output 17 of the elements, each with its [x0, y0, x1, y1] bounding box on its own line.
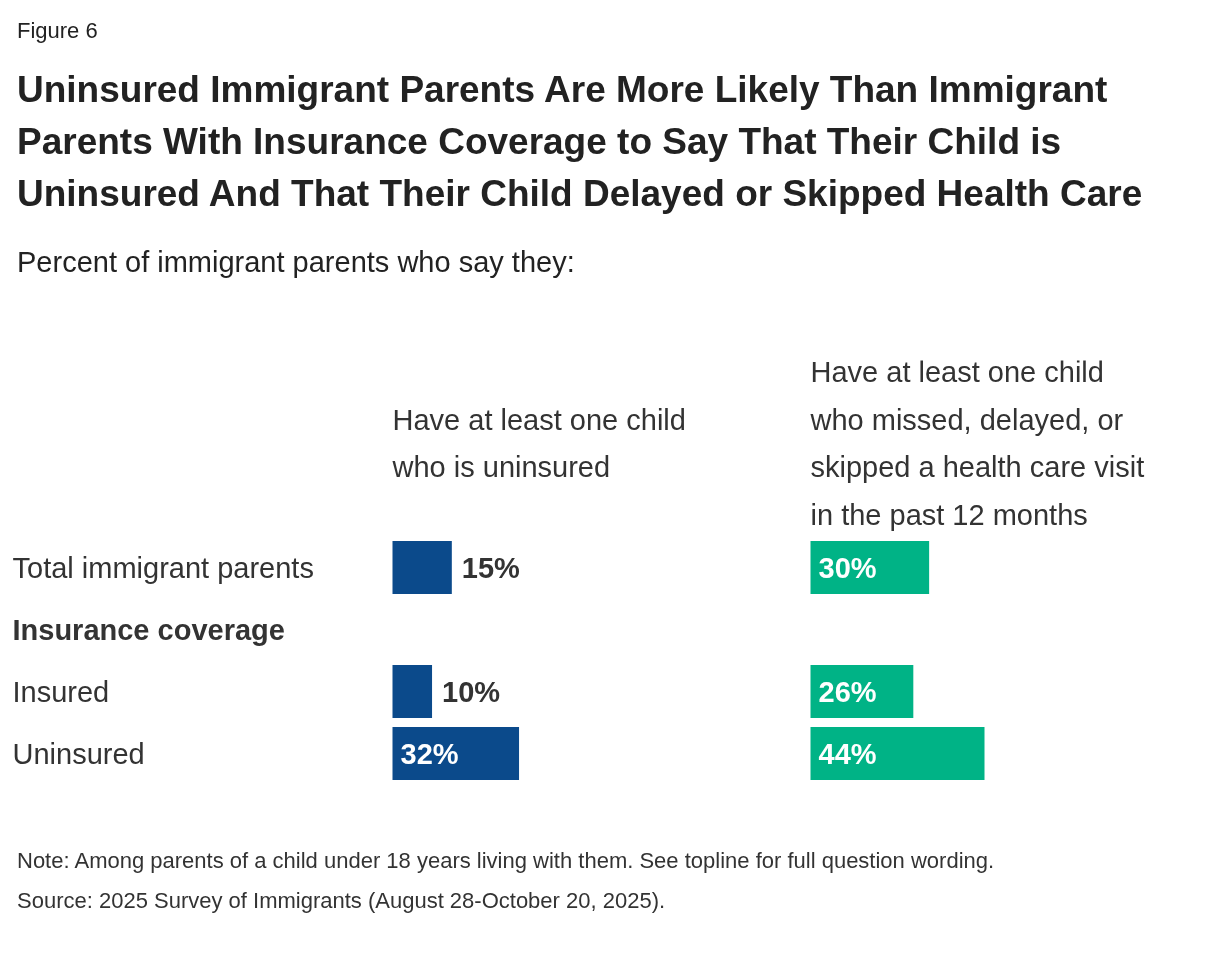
- y-tick-label: Insurance coverage: [12, 613, 285, 646]
- data-label: 10%: [442, 675, 501, 708]
- y-tick-label: Uninsured: [12, 737, 145, 770]
- source-note: Source: 2025 Survey of Immigrants (August 28-October 20, 2025).: [17, 887, 667, 915]
- y-tick-label: Insured: [12, 675, 110, 708]
- data-label: 30%: [818, 551, 877, 584]
- y-tick-label: Total immigrant parents: [12, 551, 314, 584]
- data-label: 26%: [818, 675, 877, 708]
- data-label: 44%: [818, 737, 877, 770]
- chart-title: Have at least one child who missed, delayed, or skipped a health care visit in the past 12 months: [809, 356, 1145, 531]
- text: Note: Among parents of a child under 18 years living with them. See topline for full question wording.: [17, 847, 996, 875]
- data-label: 32%: [400, 737, 459, 770]
- data-label: 15%: [461, 551, 521, 584]
- chart-title: Have at least one child who is uninsured: [391, 403, 686, 484]
- caption: Figure 6: [17, 17, 99, 45]
- text: Uninsured Immigrant Parents Are More Likely Than Immigrant Parents With Insurance Coverage to Say That Their Child is Uninsured And That Their Child Delayed or Skipped Health Care: [17, 68, 1144, 217]
- text: Percent of immigrant parents who say they:: [17, 245, 576, 281]
